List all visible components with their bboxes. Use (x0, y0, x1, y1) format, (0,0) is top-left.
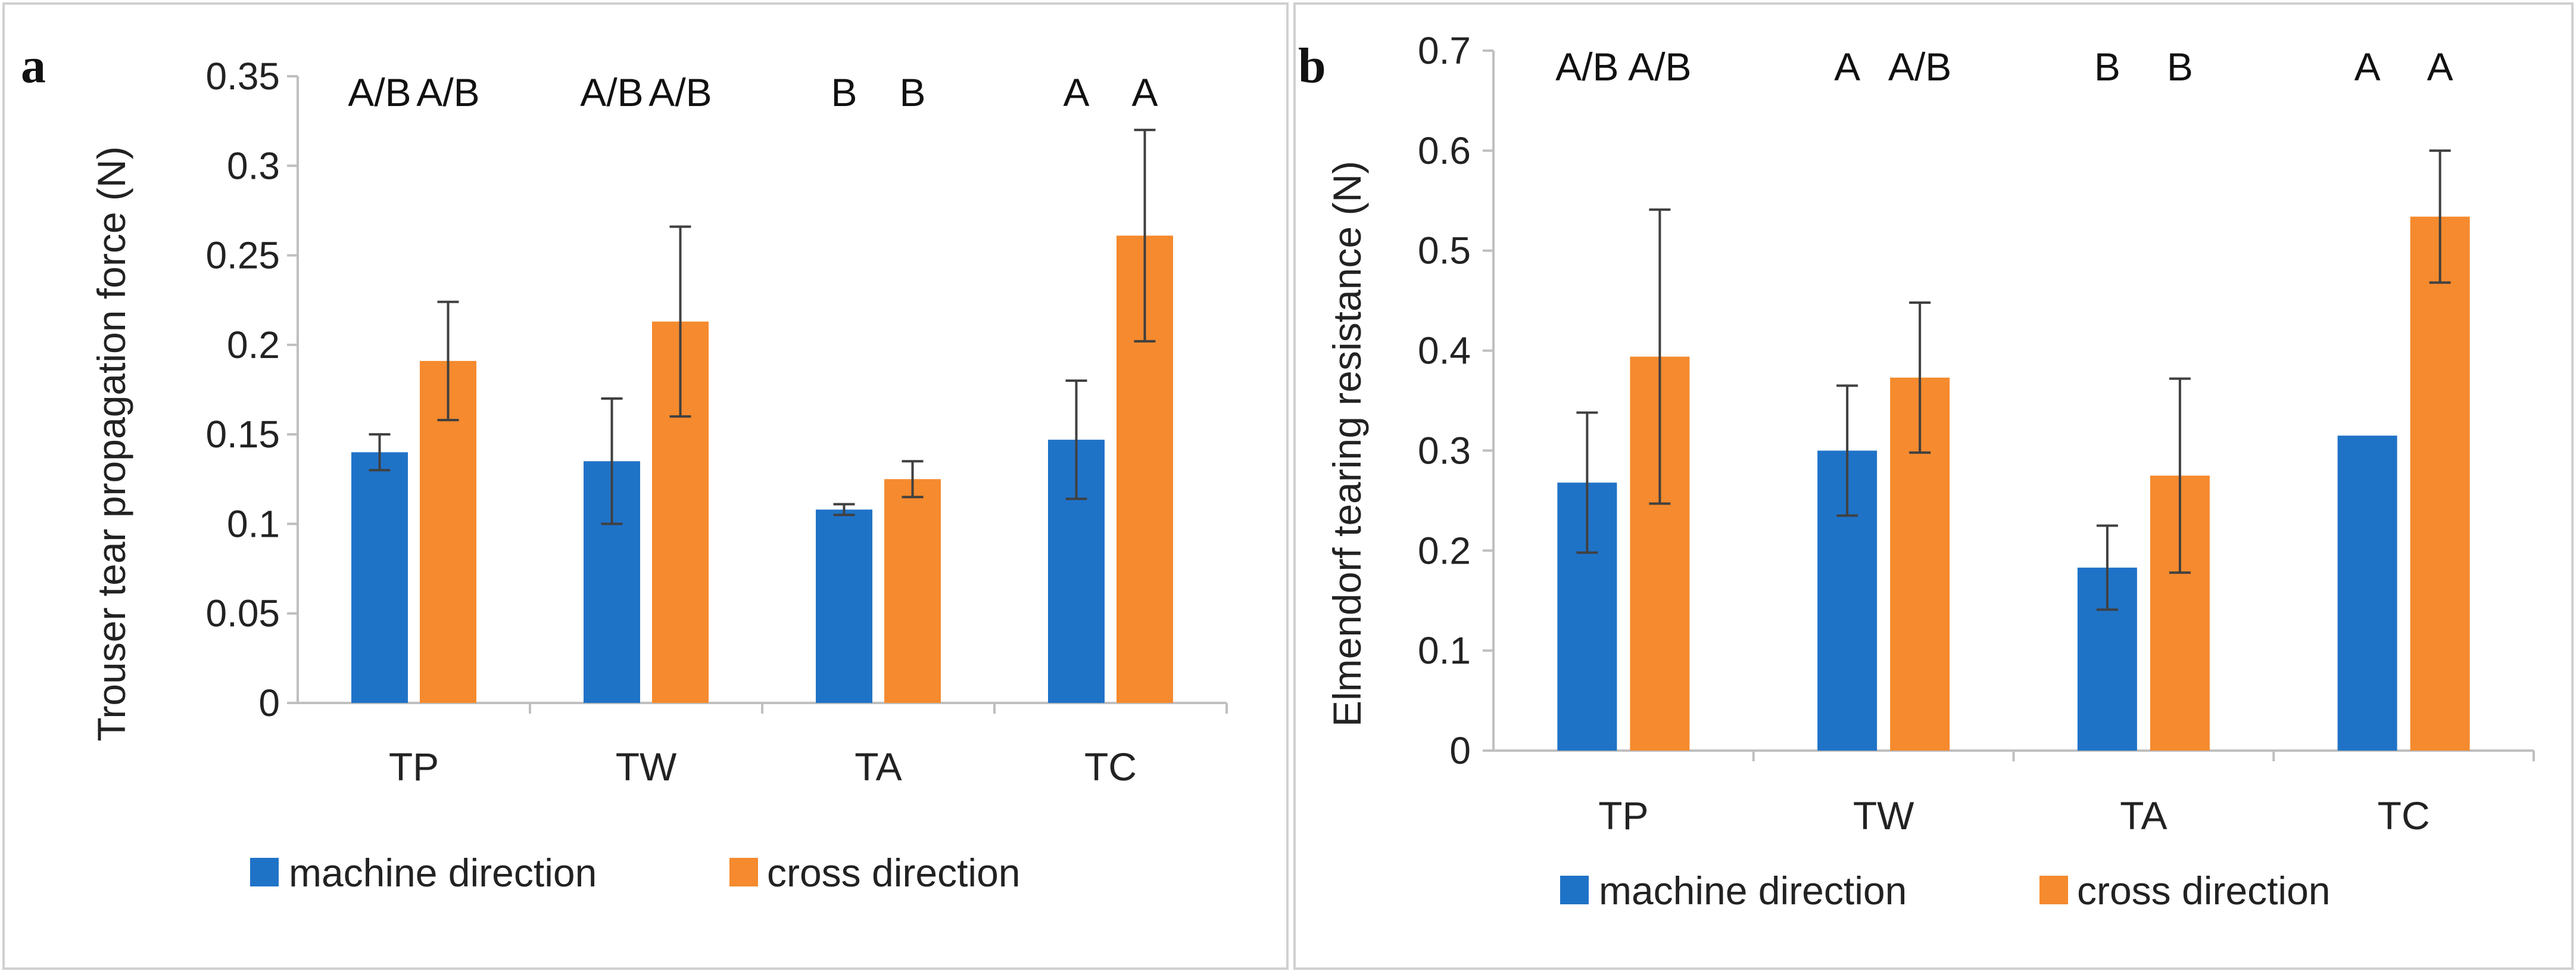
chart-b-y-tick-label: 0 (1449, 729, 1471, 772)
chart-b-y-tick-label: 0.3 (1418, 429, 1471, 472)
chart-a-significance-label: B (831, 70, 857, 114)
chart-a-legend-swatch-machine (250, 858, 279, 886)
chart-panel-a: a Trouser tear propagation force (N) 0 0.… (2, 2, 1289, 970)
chart-a-x-category-label: TA (854, 745, 902, 789)
chart-a-x-category-label: TC (1084, 745, 1137, 789)
chart-b-x-category-label: TP (1598, 793, 1648, 838)
chart-b-significance-label: A/B (1555, 45, 1618, 89)
chart-b-y-tick-label: 0.6 (1418, 129, 1471, 172)
chart-b-y-axis-title: Elmendorf tearing resistance (N) (1325, 161, 1369, 727)
chart-b-svg: b Elmendorf tearing resistance (N) 0 0.1 0… (1293, 2, 2574, 970)
chart-a-frame (2, 2, 1289, 970)
chart-b-significance-label: A (2427, 45, 2453, 89)
chart-a-y-tick-label: 0.35 (205, 55, 280, 98)
chart-b-x-category-label: TA (2120, 793, 2167, 838)
chart-panel-b: b Elmendorf tearing resistance (N) 0 0.1 0… (1292, 0, 2576, 974)
chart-a-y-tick-label: 0.15 (205, 413, 280, 456)
chart-a-bar-cross (884, 479, 941, 703)
chart-b-significance-label: A (2354, 45, 2381, 89)
chart-a-x-category-label: TW (616, 745, 677, 789)
chart-a-legend-label-machine: machine direction (289, 851, 597, 895)
chart-b-legend-label-cross: cross direction (2077, 869, 2331, 913)
chart-a-legend-label-cross: cross direction (767, 851, 1021, 895)
chart-a-x-category-label: TP (389, 745, 439, 789)
chart-a-y-tick-label: 0.2 (227, 323, 280, 366)
chart-b-frame (1293, 2, 2574, 970)
chart-a-y-tick-label: 0.3 (227, 144, 280, 187)
chart-b-legend-swatch-machine (1560, 876, 1589, 904)
chart-b-y-tick-label: 0.2 (1418, 529, 1471, 572)
chart-a-significance-label: A/B (580, 70, 643, 114)
chart-a-y-tick-label: 0.05 (205, 592, 280, 635)
chart-a-significance-label: A/B (648, 70, 712, 114)
chart-a-significance-label: B (899, 70, 925, 114)
chart-a-y-axis-title: Trouser tear propagation force (N) (89, 147, 133, 742)
chart-b-y-tick-label: 0.4 (1418, 329, 1471, 372)
chart-b-bar-cross (2410, 216, 2470, 751)
chart-b-significance-label: A/B (1888, 45, 1951, 89)
chart-a-legend-swatch-cross (729, 858, 758, 886)
chart-a-y-tick-label: 0.25 (205, 234, 280, 277)
chart-b-y-tick-label: 0.1 (1418, 629, 1471, 672)
chart-b-significance-label: A/B (1628, 45, 1691, 89)
chart-a-bar-machine (351, 452, 408, 703)
chart-b-legend-swatch-cross (2039, 876, 2068, 904)
chart-a-panel-label: a (21, 38, 46, 94)
chart-b-legend: machine direction cross direction (1560, 869, 2331, 913)
chart-a-svg: a Trouser tear propagation force (N) 0 0.… (2, 2, 1289, 970)
chart-a-legend: machine direction cross direction (250, 851, 1021, 895)
chart-a-significance-label: A (1063, 70, 1089, 114)
chart-a-significance-label: A/B (416, 70, 479, 114)
chart-b-significance-label: A (1834, 45, 1860, 89)
chart-b-x-category-label: TC (2378, 793, 2430, 838)
chart-a-y-tick-label: 0.1 (227, 502, 280, 545)
chart-b-bar-machine (2337, 435, 2397, 751)
chart-b-legend-label-machine: machine direction (1599, 869, 1907, 913)
chart-b-x-category-label: TW (1853, 793, 1914, 838)
chart-b-y-tick-label: 0.5 (1418, 229, 1471, 272)
chart-a-significance-label: A (1131, 70, 1158, 114)
chart-b-y-tick-label: 0.7 (1418, 29, 1471, 72)
chart-a-bar-machine (816, 509, 872, 703)
chart-a-y-tick-label: 0 (258, 682, 280, 724)
chart-b-significance-label: B (2167, 45, 2193, 89)
chart-b-panel-label: b (1298, 38, 1326, 94)
chart-b-significance-label: B (2094, 45, 2120, 89)
chart-a-significance-label: A/B (348, 70, 411, 114)
